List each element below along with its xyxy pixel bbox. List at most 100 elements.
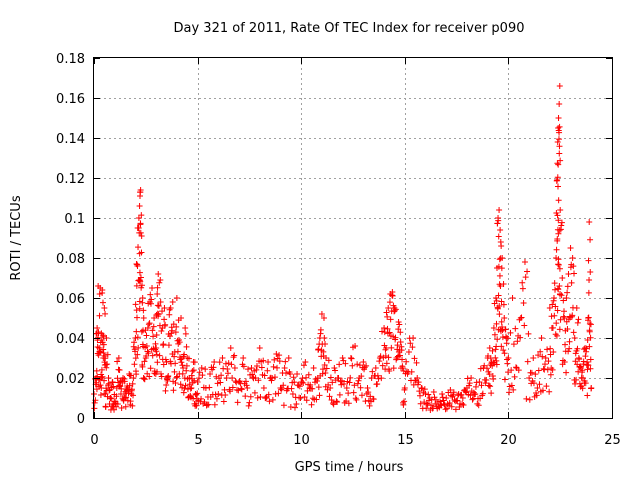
data-point-filler — [160, 341, 167, 348]
data-point-filler — [182, 330, 189, 337]
data-point-filler — [586, 277, 593, 284]
data-point-filler — [469, 396, 476, 403]
data-point-filler — [322, 340, 329, 347]
data-point-filler — [150, 323, 157, 330]
data-point-filler — [179, 362, 186, 369]
data-point-filler — [443, 405, 450, 412]
data-point-filler — [493, 320, 500, 327]
data-point-filler — [129, 380, 136, 387]
x-tick-labels: 0 5 10 15 20 25 — [90, 433, 620, 448]
data-point — [364, 385, 371, 391]
data-point-filler — [165, 342, 172, 349]
data-point — [298, 379, 305, 385]
data-point-filler — [584, 392, 591, 399]
data-point-filler — [412, 377, 419, 384]
data-point — [447, 387, 454, 393]
data-point-filler — [162, 321, 169, 328]
data-point-filler — [287, 403, 294, 410]
data-point-filler — [93, 367, 100, 374]
data-point-filler — [270, 363, 277, 370]
data-point-filler — [143, 342, 150, 349]
data-point — [430, 389, 437, 395]
data-point — [159, 325, 166, 331]
data-point-filler — [271, 356, 278, 363]
data-point-filler — [131, 339, 138, 346]
data-point-filler — [510, 386, 517, 393]
data-point-filler — [439, 394, 446, 401]
data-point-filler — [553, 332, 560, 339]
data-point-filler — [556, 265, 563, 272]
data-point-filler — [155, 311, 162, 318]
data-point-filler — [198, 395, 205, 402]
data-point-filler — [262, 394, 269, 401]
data-point — [236, 379, 243, 385]
data-point-filler — [474, 400, 481, 407]
data-point-filler — [557, 316, 564, 323]
data-point — [555, 115, 562, 121]
data-point — [98, 385, 105, 391]
data-point — [335, 375, 342, 381]
data-point-filler — [282, 358, 289, 365]
data-point-filler — [157, 370, 164, 377]
data-point-filler — [272, 390, 279, 397]
data-point — [100, 355, 107, 361]
data-point-filler — [274, 364, 281, 371]
data-point-filler — [374, 380, 381, 387]
data-point — [101, 305, 108, 311]
data-point-filler — [214, 380, 221, 387]
data-point — [490, 325, 497, 331]
x-tick-label: 5 — [194, 433, 202, 448]
data-point — [310, 365, 317, 371]
data-point-filler — [191, 377, 198, 384]
data-point-filler — [138, 249, 145, 256]
data-point — [463, 385, 470, 391]
data-point-filler — [497, 282, 504, 289]
data-point-filler — [530, 380, 537, 387]
data-point — [157, 277, 164, 283]
data-point-filler — [459, 400, 466, 407]
data-point-filler — [504, 360, 511, 367]
data-point — [169, 299, 176, 305]
data-point-filler — [355, 377, 362, 384]
data-point-filler — [183, 367, 190, 374]
data-point-filler — [500, 347, 507, 354]
data-point — [215, 391, 222, 397]
data-point-filler — [108, 395, 115, 402]
data-point-filler — [366, 402, 373, 409]
data-point-filler — [369, 368, 376, 375]
data-point-filler — [502, 326, 509, 333]
data-point-filler — [388, 344, 395, 351]
data-point-filler — [146, 373, 153, 380]
data-point-filler — [225, 360, 232, 367]
data-point-filler — [557, 157, 564, 164]
data-point — [498, 243, 505, 249]
data-point-filler — [500, 301, 507, 308]
data-point-filler — [199, 372, 206, 379]
data-point-filler — [512, 364, 519, 371]
data-point-filler — [172, 379, 179, 386]
data-point-filler — [493, 357, 500, 364]
data-point-filler — [535, 352, 542, 359]
data-point-filler — [154, 359, 161, 366]
data-point-filler — [249, 374, 256, 381]
data-point — [389, 289, 396, 295]
data-point-filler — [165, 372, 172, 379]
data-point-filler — [99, 332, 106, 339]
data-point-filler — [554, 307, 561, 314]
data-point-filler — [132, 355, 139, 362]
data-point — [117, 391, 124, 397]
data-point — [557, 207, 564, 213]
data-point — [316, 335, 323, 341]
data-point-filler — [563, 369, 570, 376]
data-point — [173, 295, 180, 301]
data-point-filler — [102, 310, 109, 317]
data-point-filler — [551, 280, 558, 287]
data-point-filler — [508, 367, 515, 374]
data-point-filler — [535, 367, 542, 374]
data-point-filler — [264, 367, 271, 374]
data-point-filler — [137, 220, 144, 227]
data-point-filler — [489, 347, 496, 354]
data-point-filler — [386, 299, 393, 306]
data-point — [422, 391, 429, 397]
data-point-filler — [111, 406, 118, 413]
